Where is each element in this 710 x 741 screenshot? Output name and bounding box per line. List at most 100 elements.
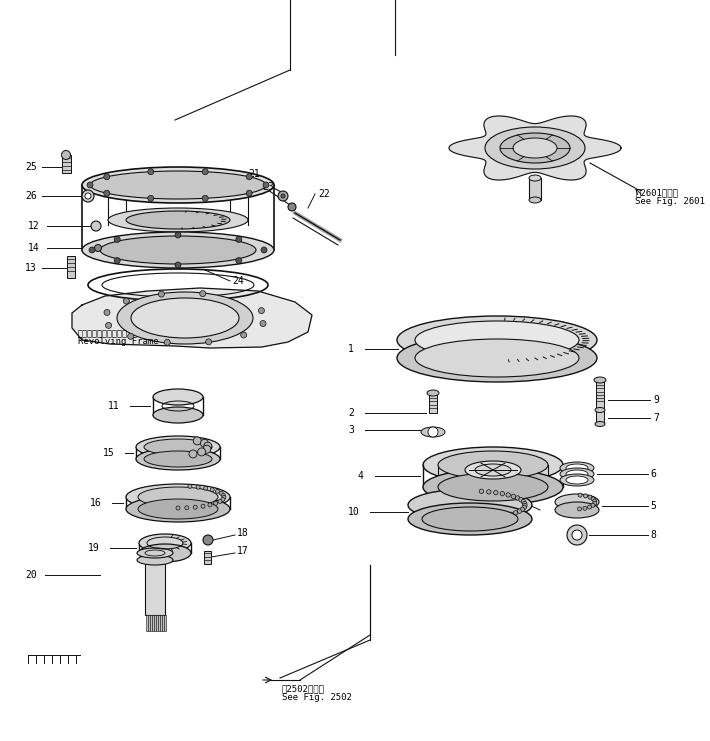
Bar — [146, 615, 148, 631]
Circle shape — [587, 505, 591, 509]
Circle shape — [258, 308, 264, 313]
Circle shape — [513, 511, 518, 515]
Bar — [145, 560, 165, 615]
Circle shape — [511, 494, 515, 499]
Circle shape — [164, 339, 170, 345]
Text: 11: 11 — [108, 401, 120, 411]
Circle shape — [523, 502, 527, 506]
Bar — [62, 155, 71, 173]
Bar — [154, 615, 155, 631]
Ellipse shape — [117, 292, 253, 344]
Ellipse shape — [82, 167, 274, 203]
Ellipse shape — [421, 427, 445, 437]
Circle shape — [572, 530, 582, 540]
Circle shape — [517, 509, 522, 514]
Circle shape — [222, 496, 226, 499]
Circle shape — [584, 494, 587, 498]
Circle shape — [246, 190, 252, 196]
Circle shape — [521, 499, 525, 504]
Ellipse shape — [513, 138, 557, 158]
Circle shape — [567, 525, 587, 545]
Circle shape — [202, 169, 208, 175]
Ellipse shape — [153, 407, 203, 423]
Circle shape — [206, 339, 212, 345]
Text: 22: 22 — [318, 189, 329, 199]
Circle shape — [215, 489, 219, 494]
Ellipse shape — [100, 236, 256, 264]
Circle shape — [189, 450, 197, 458]
Ellipse shape — [438, 473, 548, 501]
Circle shape — [148, 169, 154, 175]
Ellipse shape — [594, 377, 606, 383]
Circle shape — [201, 504, 205, 508]
Ellipse shape — [566, 476, 588, 484]
Text: 8: 8 — [650, 530, 656, 540]
Circle shape — [577, 507, 581, 511]
Circle shape — [260, 321, 266, 327]
Text: 24: 24 — [232, 276, 244, 286]
Ellipse shape — [137, 548, 173, 558]
Text: See Fig. 2502: See Fig. 2502 — [282, 693, 352, 702]
Text: 23: 23 — [262, 182, 274, 192]
Bar — [162, 615, 163, 631]
Circle shape — [246, 174, 252, 180]
Text: 18: 18 — [237, 528, 248, 538]
Text: 21: 21 — [248, 169, 260, 179]
Circle shape — [208, 503, 212, 507]
Ellipse shape — [126, 484, 230, 510]
Circle shape — [278, 191, 288, 201]
Circle shape — [188, 485, 192, 488]
Ellipse shape — [529, 175, 541, 181]
Bar — [164, 615, 165, 631]
Text: 15: 15 — [103, 448, 115, 458]
Circle shape — [500, 491, 505, 496]
Bar — [596, 410, 604, 424]
Text: 17: 17 — [237, 546, 248, 556]
Text: 12: 12 — [28, 221, 40, 231]
Ellipse shape — [415, 339, 579, 377]
Ellipse shape — [529, 197, 541, 203]
Circle shape — [522, 505, 526, 510]
Text: See Fig. 2601: See Fig. 2601 — [635, 198, 705, 207]
Bar — [152, 615, 153, 631]
Circle shape — [176, 506, 180, 510]
Ellipse shape — [136, 448, 220, 470]
Ellipse shape — [136, 436, 220, 458]
Circle shape — [196, 485, 200, 489]
Circle shape — [87, 182, 93, 188]
Text: 19: 19 — [88, 543, 99, 553]
Text: 3: 3 — [348, 425, 354, 435]
Circle shape — [158, 291, 164, 297]
Ellipse shape — [90, 171, 266, 199]
Ellipse shape — [138, 487, 218, 507]
Circle shape — [241, 332, 246, 338]
Circle shape — [210, 488, 214, 491]
Circle shape — [288, 203, 296, 211]
Circle shape — [91, 221, 101, 231]
Circle shape — [200, 290, 206, 296]
Text: 16: 16 — [90, 498, 102, 508]
Circle shape — [486, 490, 491, 494]
Circle shape — [114, 236, 120, 242]
Bar — [158, 615, 160, 631]
Circle shape — [204, 442, 212, 451]
Ellipse shape — [82, 232, 274, 268]
Ellipse shape — [560, 468, 594, 480]
Circle shape — [493, 491, 498, 495]
Circle shape — [221, 497, 225, 502]
Circle shape — [89, 247, 95, 253]
Circle shape — [104, 174, 110, 180]
Circle shape — [261, 247, 267, 253]
Ellipse shape — [408, 503, 532, 535]
Circle shape — [128, 333, 133, 339]
Circle shape — [204, 486, 208, 491]
Circle shape — [593, 501, 596, 505]
Ellipse shape — [415, 321, 579, 359]
Text: 図2502図参照: 図2502図参照 — [282, 685, 325, 694]
Ellipse shape — [126, 496, 230, 522]
Circle shape — [148, 196, 154, 202]
Bar — [67, 256, 75, 278]
Ellipse shape — [138, 499, 218, 519]
Circle shape — [124, 298, 129, 304]
Ellipse shape — [427, 390, 439, 396]
